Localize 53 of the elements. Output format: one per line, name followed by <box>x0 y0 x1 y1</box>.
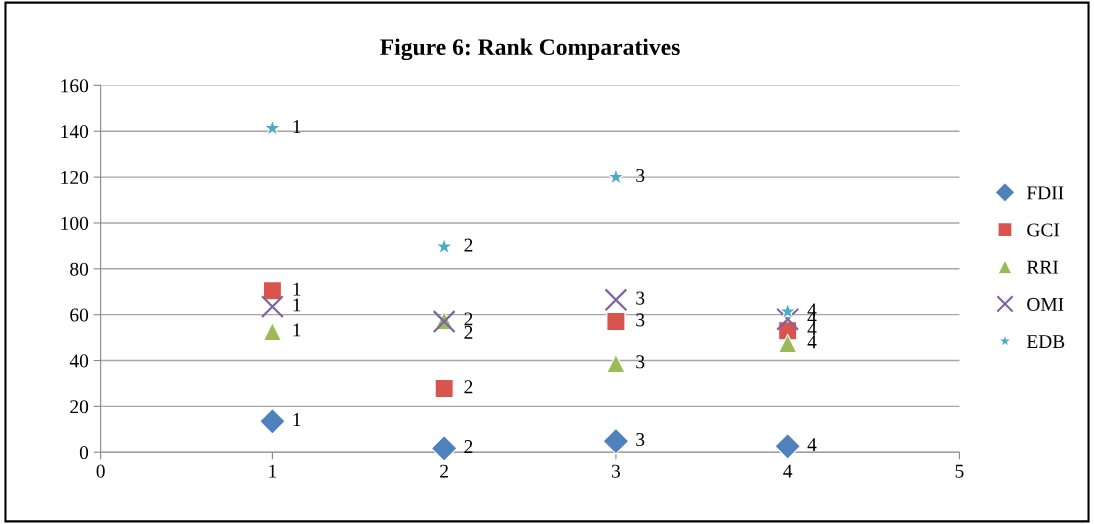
point <box>604 288 628 312</box>
point <box>776 307 800 331</box>
point <box>262 322 282 342</box>
annotation: 2 <box>464 325 473 339</box>
annotation: 3 <box>636 355 645 369</box>
annotation: 2 <box>464 312 473 326</box>
point <box>778 333 798 354</box>
y-tick-label: 100 <box>61 216 89 230</box>
y-tick-label: 40 <box>69 354 89 368</box>
annotation: 1 <box>293 323 301 337</box>
x-tick-label: 2 <box>440 464 448 478</box>
annotation: 3 <box>636 291 645 305</box>
annotation: 2 <box>464 238 473 252</box>
legend-label: EDB <box>1026 335 1065 348</box>
y-tick-label: 80 <box>70 262 89 276</box>
annotation: 1 <box>293 298 301 312</box>
legend-label: FDII <box>1026 186 1064 200</box>
annotation: 2 <box>464 440 473 453</box>
annotation: 3 <box>636 168 645 182</box>
x-tick-label: 0 <box>96 464 105 478</box>
point <box>260 295 284 319</box>
legend-label: OMI <box>1027 297 1064 311</box>
y-tick-label: 20 <box>70 400 89 414</box>
y-tick-label: 0 <box>79 446 89 460</box>
annotation: 2 <box>464 380 473 394</box>
point <box>606 311 626 332</box>
annotation: 1 <box>293 282 301 296</box>
point <box>606 353 626 374</box>
x-tick-label: 3 <box>611 464 621 478</box>
point <box>602 427 630 455</box>
annotation: 3 <box>636 433 645 447</box>
point <box>259 407 286 435</box>
annotation: 1 <box>293 413 301 426</box>
legend-label: GCI <box>1027 223 1060 237</box>
x-tick-label: 4 <box>783 464 793 478</box>
x-tick-label: 1 <box>269 464 277 478</box>
x-tick-label: 5 <box>955 464 964 478</box>
annotation: 3 <box>636 313 645 327</box>
annotation: 1 <box>293 120 301 133</box>
annotation: 4 <box>807 438 817 451</box>
annotation: 4 <box>807 335 817 349</box>
point <box>606 167 626 185</box>
y-tick-label: 160 <box>61 79 89 93</box>
point <box>434 378 454 399</box>
legend-label: RRI <box>1026 260 1059 274</box>
point <box>430 434 458 462</box>
y-tick-label: 120 <box>61 170 89 185</box>
point <box>262 281 282 301</box>
chart-title: Figure 6: Rank Comparatives <box>380 38 680 61</box>
annotation: 4 <box>807 322 817 336</box>
y-tick-label: 140 <box>61 125 89 139</box>
y-tick-label: 60 <box>70 308 89 322</box>
point <box>774 432 802 460</box>
